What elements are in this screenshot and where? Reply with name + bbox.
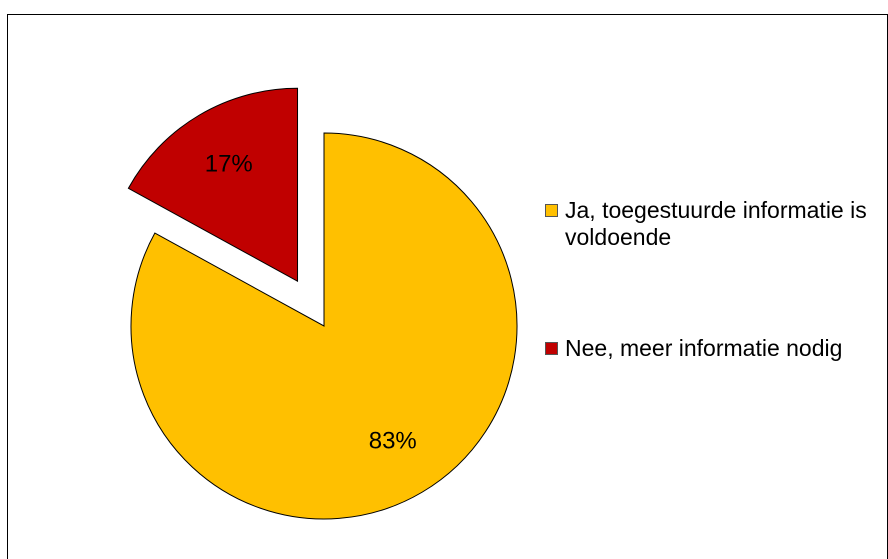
data-label: 17%	[205, 150, 253, 177]
legend-swatch	[545, 204, 558, 217]
legend-label: Ja, toegestuurde informatie is voldoende	[565, 197, 867, 250]
pie-slice	[127, 87, 299, 283]
legend-swatch	[545, 342, 558, 355]
legend-entry: Ja, toegestuurde informatie is voldoende	[543, 197, 873, 251]
data-label: 83%	[369, 428, 417, 455]
pie-slice	[130, 132, 518, 520]
legend-label: Nee, meer informatie nodig	[565, 335, 843, 361]
legend-entry: Nee, meer informatie nodig	[543, 335, 873, 362]
